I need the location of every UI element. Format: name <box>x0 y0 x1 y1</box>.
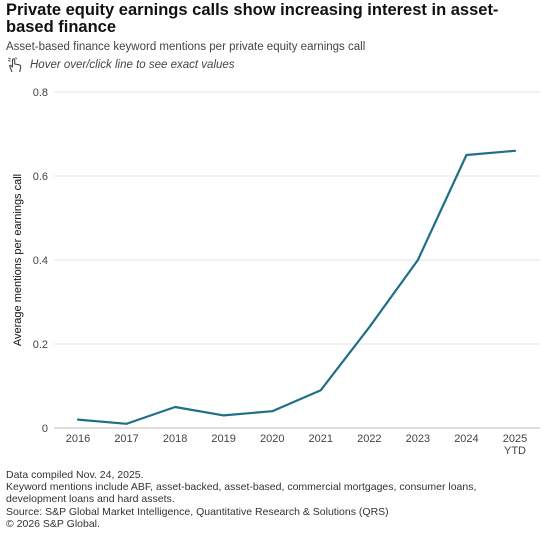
data-point[interactable] <box>120 417 134 431</box>
hover-hint: Hover over/click line to see exact value… <box>6 57 235 73</box>
footnote-line: Keyword mentions include ABF, asset-back… <box>6 481 477 494</box>
data-point[interactable] <box>508 144 522 158</box>
chart-subtitle: Asset-based finance keyword mentions per… <box>6 41 366 53</box>
y-axis-ticks: 0 0.2 0.4 0.6 0.8 <box>33 87 48 435</box>
footnote-line: development loans and hard assets. <box>6 493 175 506</box>
footnotes: Data compiled Nov. 24, 2025. Keyword men… <box>6 469 476 530</box>
data-point[interactable] <box>362 320 376 334</box>
footnote-line: Data compiled Nov. 24, 2025. <box>6 469 144 481</box>
x-tick-label: 2022 <box>357 433 381 445</box>
x-tick-label: 2023 <box>406 433 430 445</box>
hand-pointer-icon <box>6 57 24 73</box>
x-tick-label: 2019 <box>211 433 235 445</box>
data-point[interactable] <box>459 148 473 162</box>
x-tick-label: 2021 <box>309 433 333 445</box>
line-chart: 00.20.40.60.8 2016 2017 2018 2019 2020 2021 20… <box>12 87 540 457</box>
data-point[interactable] <box>168 400 182 414</box>
data-point[interactable] <box>411 253 425 267</box>
data-point[interactable] <box>71 413 85 427</box>
footnote-line: © 2026 S&P Global. <box>6 517 100 530</box>
data-point[interactable] <box>314 383 328 397</box>
series-line[interactable] <box>76 149 517 425</box>
x-axis-ticks: 2016 2017 2018 2019 2020 2021 2022 2023 2024 2025… <box>66 433 527 457</box>
x-tick-label: 2025 YTD <box>503 433 527 457</box>
y-tick-label: 0 <box>42 423 48 435</box>
x-tick-label: 2017 <box>114 433 138 445</box>
x-tick-label: 2024 <box>454 433 478 445</box>
hint-text: Hover over/click line to see exact value… <box>30 59 235 71</box>
data-point[interactable] <box>217 408 231 422</box>
footnote-line: Source: S&P Global Market Intelligence, … <box>6 505 389 518</box>
x-tick-label: 2020 <box>260 433 284 445</box>
y-tick-label: 0.4 <box>33 255 48 267</box>
y-tick-label: 0.6 <box>33 171 48 183</box>
y-tick-label: 0.8 <box>33 87 48 99</box>
x-tick-label: 2018 <box>163 433 187 445</box>
x-tick-label: 2016 <box>66 433 90 445</box>
gridlines <box>54 91 540 429</box>
chart-title: Private equity earnings calls show incre… <box>6 1 499 36</box>
data-point[interactable] <box>265 404 279 418</box>
series-layer[interactable] <box>71 144 522 431</box>
y-tick-label: 0.2 <box>33 339 48 351</box>
y-axis-label: Average mentions per earnings call <box>12 174 24 346</box>
